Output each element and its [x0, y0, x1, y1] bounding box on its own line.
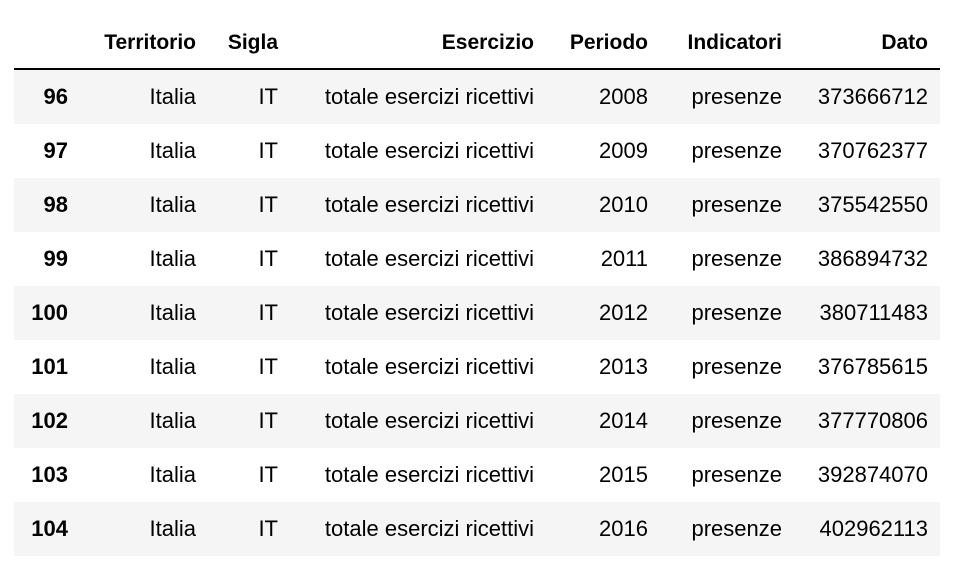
cell-esercizio: totale esercizi ricettivi — [324, 300, 534, 325]
cell-esercizio: totale esercizi ricettivi — [324, 84, 534, 109]
table-row: 99 Italia IT totale esercizi ricettivi 2… — [14, 232, 940, 286]
cell-esercizio: totale esercizi ricettivi — [324, 462, 534, 487]
cell-dato: 392874070 — [817, 462, 928, 487]
cell-indicatori: presenze — [691, 192, 782, 217]
cell-sigla: IT — [258, 246, 278, 271]
cell-indicatori: presenze — [691, 408, 782, 433]
cell-territorio: Italia — [149, 138, 196, 163]
row-index: 100 — [31, 300, 68, 325]
cell-dato: 386894732 — [817, 246, 928, 271]
row-index: 104 — [31, 516, 68, 541]
cell-sigla: IT — [258, 84, 278, 109]
cell-sigla: IT — [258, 408, 278, 433]
cell-territorio: Italia — [149, 84, 196, 109]
cell-indicatori: presenze — [691, 84, 782, 109]
cell-indicatori: presenze — [691, 138, 782, 163]
column-header-territorio: Territorio — [104, 31, 196, 54]
cell-periodo: 2012 — [599, 300, 648, 325]
cell-periodo: 2014 — [599, 408, 648, 433]
row-index: 97 — [43, 138, 68, 163]
cell-dato: 376785615 — [817, 354, 928, 379]
cell-esercizio: totale esercizi ricettivi — [324, 246, 534, 271]
table-header-row: Territorio Sigla Esercizio Periodo Indic… — [14, 18, 940, 70]
cell-sigla: IT — [258, 516, 278, 541]
row-index: 101 — [31, 354, 68, 379]
table-row: 103 Italia IT totale esercizi ricettivi … — [14, 448, 940, 502]
row-index: 98 — [43, 192, 68, 217]
cell-dato: 370762377 — [817, 138, 928, 163]
cell-periodo: 2008 — [599, 84, 648, 109]
column-header-periodo: Periodo — [569, 31, 648, 54]
cell-periodo: 2013 — [599, 354, 648, 379]
cell-territorio: Italia — [149, 300, 196, 325]
cell-indicatori: presenze — [691, 300, 782, 325]
cell-sigla: IT — [258, 192, 278, 217]
column-header-sigla: Sigla — [227, 31, 278, 54]
cell-dato: 373666712 — [817, 84, 928, 109]
cell-periodo: 2011 — [600, 246, 648, 271]
table-row: 100 Italia IT totale esercizi ricettivi … — [14, 286, 940, 340]
cell-dato: 380711483 — [819, 300, 929, 325]
cell-sigla: IT — [258, 138, 278, 163]
dataframe-table: Territorio Sigla Esercizio Periodo Indic… — [14, 18, 940, 556]
column-header-esercizio: Esercizio — [441, 31, 534, 54]
table-row: 96 Italia IT totale esercizi ricettivi 2… — [14, 70, 940, 124]
row-index: 96 — [43, 84, 68, 109]
cell-sigla: IT — [258, 300, 278, 325]
cell-dato: 402962113 — [819, 516, 929, 541]
cell-esercizio: totale esercizi ricettivi — [324, 354, 534, 379]
cell-territorio: Italia — [149, 192, 196, 217]
cell-periodo: 2016 — [599, 516, 648, 541]
row-index: 102 — [31, 408, 68, 433]
cell-territorio: Italia — [149, 246, 196, 271]
table-row: 104 Italia IT totale esercizi ricettivi … — [14, 502, 940, 556]
cell-territorio: Italia — [149, 462, 196, 487]
row-index: 103 — [31, 462, 68, 487]
cell-esercizio: totale esercizi ricettivi — [324, 192, 534, 217]
cell-sigla: IT — [258, 462, 278, 487]
column-header-dato: Dato — [881, 31, 928, 54]
cell-periodo: 2015 — [599, 462, 648, 487]
column-header-indicatori: Indicatori — [687, 31, 782, 54]
cell-indicatori: presenze — [691, 516, 782, 541]
cell-esercizio: totale esercizi ricettivi — [324, 516, 534, 541]
cell-esercizio: totale esercizi ricettivi — [324, 408, 534, 433]
row-index: 99 — [43, 246, 68, 271]
cell-territorio: Italia — [149, 516, 196, 541]
cell-periodo: 2010 — [599, 192, 648, 217]
cell-dato: 377770806 — [817, 408, 928, 433]
cell-indicatori: presenze — [691, 354, 782, 379]
cell-territorio: Italia — [149, 354, 196, 379]
table-row: 97 Italia IT totale esercizi ricettivi 2… — [14, 124, 940, 178]
cell-indicatori: presenze — [691, 462, 782, 487]
table-row: 102 Italia IT totale esercizi ricettivi … — [14, 394, 940, 448]
cell-periodo: 2009 — [599, 138, 648, 163]
cell-territorio: Italia — [149, 408, 196, 433]
table-row: 101 Italia IT totale esercizi ricettivi … — [14, 340, 940, 394]
cell-indicatori: presenze — [691, 246, 782, 271]
cell-esercizio: totale esercizi ricettivi — [324, 138, 534, 163]
table-row: 98 Italia IT totale esercizi ricettivi 2… — [14, 178, 940, 232]
cell-sigla: IT — [258, 354, 278, 379]
cell-dato: 375542550 — [817, 192, 928, 217]
